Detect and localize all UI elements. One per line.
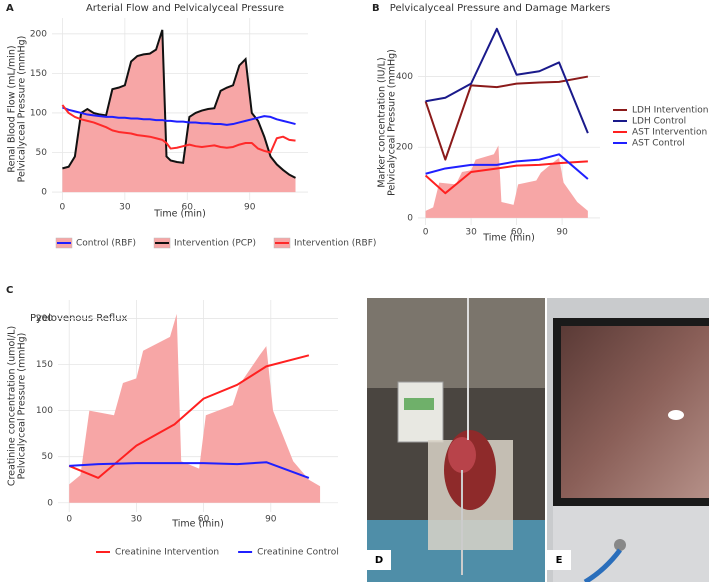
legend-label: Creatinine Intervention [115, 548, 219, 558]
x-tick-label: 30 [131, 515, 143, 525]
area [425, 145, 588, 218]
x-tick-label: 60 [511, 228, 523, 238]
legend-item: Intervention (RBF) [273, 237, 376, 249]
line [425, 153, 589, 180]
y-tick-label: 400 [396, 72, 413, 82]
legend-item: Creatinine Intervention [96, 548, 219, 558]
y-tick-label: 200 [36, 314, 53, 324]
y-axis-title: Pelvicalyceal Pressure (mmHg) [17, 333, 28, 480]
x-tick-label: 30 [119, 203, 131, 213]
y-tick-label: 0 [41, 188, 47, 198]
y-axis-title: Creatinine concentration (umol/L) [7, 326, 18, 486]
y-axis-title: Pelvicalyceal Pressure (mmHg) [17, 36, 28, 183]
line [69, 461, 310, 479]
legend-item: Intervention (PCP) [153, 237, 256, 249]
line [62, 106, 296, 126]
x-tick-label: 0 [66, 515, 72, 525]
chart-title: Pelvicalyceal Pressure and Damage Marker… [390, 3, 610, 14]
x-axis-title: Time (min) [153, 209, 206, 220]
panel-label: B [372, 3, 380, 14]
legend-item: AST Intervention [613, 128, 707, 138]
photo-e [547, 298, 709, 582]
y-axis-title: Pelvicalyceal Pressure (mmHg) [387, 49, 398, 196]
panel-label: C [6, 285, 13, 296]
photo-label: E [556, 555, 563, 566]
y-tick-label: 150 [36, 360, 53, 370]
line [68, 354, 310, 479]
legend-item: Control (RBF) [55, 237, 136, 249]
x-tick-label: 0 [423, 228, 429, 238]
line [424, 160, 588, 195]
area [69, 313, 321, 503]
y-tick-label: 0 [47, 498, 53, 508]
x-tick-label: 60 [198, 515, 210, 525]
photo-label: D [375, 555, 383, 566]
legend-label: Intervention (RBF) [294, 239, 376, 249]
x-tick-label: 30 [465, 228, 477, 238]
panel-label: A [6, 3, 14, 14]
y-axis-title: Renal Blood Flow (mL/min) [7, 45, 18, 172]
legend-item: LDH Intervention [613, 106, 709, 116]
legend-item: AST Control [613, 139, 685, 149]
legend-label: AST Intervention [632, 128, 707, 138]
legend-label: LDH Control [632, 117, 686, 127]
x-tick-label: 90 [244, 203, 256, 213]
x-axis-title: Time (min) [482, 233, 535, 244]
legend-label: Control (RBF) [76, 239, 136, 249]
legend-label: LDH Intervention [632, 106, 709, 116]
legend-item: Creatinine Control [238, 548, 339, 558]
legend-label: AST Control [632, 139, 685, 149]
area [62, 29, 296, 193]
y-tick-label: 200 [396, 143, 413, 153]
legend-label: Creatinine Control [257, 548, 339, 558]
y-tick-label: 100 [30, 108, 47, 118]
x-tick-label: 60 [182, 203, 194, 213]
y-tick-label: 100 [36, 406, 53, 416]
photo-d [367, 298, 545, 582]
y-axis-title: Marker concentration (IU/L) [377, 57, 388, 187]
chart-title: Arterial Flow and Pelvicalyceal Pressure [86, 3, 284, 14]
y-tick-label: 0 [407, 213, 413, 223]
y-tick-label: 50 [42, 452, 54, 462]
line [61, 104, 296, 154]
x-tick-label: 90 [265, 515, 277, 525]
legend-item: LDH Control [613, 117, 686, 127]
x-axis-title: Time (min) [171, 519, 224, 530]
legend-label: Intervention (PCP) [174, 239, 256, 249]
y-tick-label: 150 [30, 69, 47, 79]
line [425, 27, 589, 134]
x-tick-label: 90 [556, 228, 568, 238]
line [424, 75, 589, 161]
y-tick-label: 50 [36, 148, 48, 158]
y-tick-label: 200 [30, 29, 47, 39]
x-tick-label: 0 [60, 203, 66, 213]
